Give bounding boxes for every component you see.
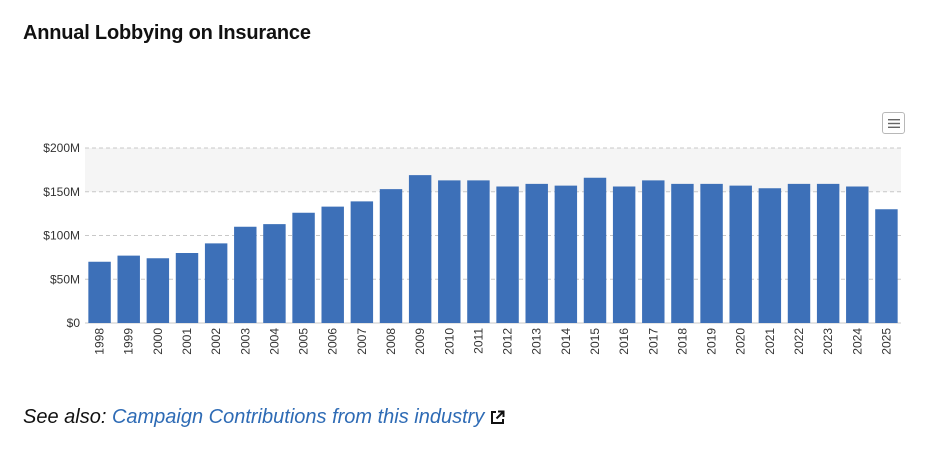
x-tick-label: 2010 bbox=[442, 328, 456, 355]
plot-band bbox=[85, 148, 901, 192]
x-tick-label: 2015 bbox=[588, 328, 602, 355]
campaign-contributions-link[interactable]: Campaign Contributions from this industr… bbox=[112, 406, 505, 428]
bar bbox=[175, 253, 199, 323]
bar bbox=[671, 183, 694, 323]
x-tick-label: 1998 bbox=[93, 328, 107, 355]
x-tick-label: 2016 bbox=[617, 328, 631, 355]
bar bbox=[816, 183, 840, 323]
x-tick-label: 2003 bbox=[238, 328, 252, 355]
x-tick-label: 2002 bbox=[209, 328, 223, 355]
x-tick-label: 2006 bbox=[326, 328, 340, 355]
x-tick-label: 2007 bbox=[355, 328, 369, 355]
x-tick-label: 2025 bbox=[879, 328, 893, 355]
bars bbox=[88, 175, 898, 323]
bar bbox=[408, 175, 432, 323]
bar bbox=[758, 188, 782, 323]
y-tick-label: $0 bbox=[67, 316, 81, 330]
bar bbox=[263, 224, 286, 323]
x-tick-label: 2009 bbox=[413, 328, 427, 355]
x-tick-label: 2021 bbox=[763, 328, 777, 355]
bar bbox=[88, 261, 111, 323]
campaign-contributions-link-text: Campaign Contributions from this industr… bbox=[111, 406, 485, 428]
x-tick-label: 1999 bbox=[122, 328, 136, 355]
hamburger-menu-icon bbox=[888, 119, 900, 128]
see-also-line: See also: Campaign Contributions from th… bbox=[23, 406, 505, 429]
bar bbox=[292, 212, 315, 323]
y-tick-label: $150M bbox=[43, 185, 80, 199]
bar bbox=[612, 186, 636, 323]
bar bbox=[438, 180, 461, 323]
bar bbox=[234, 226, 257, 323]
bar bbox=[525, 183, 548, 323]
see-also-prefix: See also: bbox=[23, 406, 107, 428]
x-tick-label: 2019 bbox=[705, 328, 719, 355]
x-tick-label: 2017 bbox=[646, 328, 660, 355]
bar bbox=[642, 180, 665, 323]
plot-background bbox=[85, 148, 901, 192]
bar bbox=[729, 185, 752, 323]
x-tick-label: 2011 bbox=[471, 328, 485, 354]
y-tick-label: $100M bbox=[43, 229, 80, 243]
bar bbox=[496, 186, 519, 323]
bar bbox=[700, 183, 723, 323]
x-tick-label: 2004 bbox=[267, 328, 281, 355]
bar bbox=[554, 185, 578, 323]
y-tick-label: $50M bbox=[50, 272, 80, 286]
bar bbox=[467, 180, 490, 323]
bar bbox=[875, 209, 898, 323]
x-tick-label: 2012 bbox=[501, 328, 515, 355]
x-tick-label: 2023 bbox=[821, 328, 835, 355]
x-tick-label: 2018 bbox=[675, 328, 689, 355]
x-tick-label: 2013 bbox=[530, 328, 544, 355]
x-tick-label: 2008 bbox=[384, 328, 398, 355]
y-tick-label: $200M bbox=[43, 141, 80, 155]
x-tick-label: 2005 bbox=[297, 328, 311, 355]
bar bbox=[379, 189, 403, 323]
x-tick-label: 2000 bbox=[151, 328, 165, 355]
x-tick-label: 2001 bbox=[180, 328, 194, 355]
bar bbox=[321, 206, 344, 323]
y-axis: $0 $50M $100M $150M $200M bbox=[43, 141, 80, 330]
bar bbox=[117, 255, 140, 323]
x-tick-label: 2014 bbox=[559, 328, 573, 355]
page-title: Annual Lobbying on Insurance bbox=[23, 22, 311, 44]
external-link-icon bbox=[491, 410, 505, 424]
bar bbox=[350, 201, 374, 323]
x-tick-label: 2022 bbox=[792, 328, 806, 355]
bar bbox=[204, 243, 228, 323]
bar bbox=[787, 183, 811, 323]
bar bbox=[146, 258, 170, 323]
x-tick-label: 2024 bbox=[850, 328, 864, 355]
x-axis: 1998 1999 2000 2001 2002 2003 2004 2005 2006 2007… bbox=[93, 328, 894, 355]
chart-menu-button[interactable] bbox=[882, 112, 905, 134]
bar bbox=[583, 177, 607, 323]
x-tick-label: 2020 bbox=[734, 328, 748, 355]
bar bbox=[846, 186, 869, 323]
